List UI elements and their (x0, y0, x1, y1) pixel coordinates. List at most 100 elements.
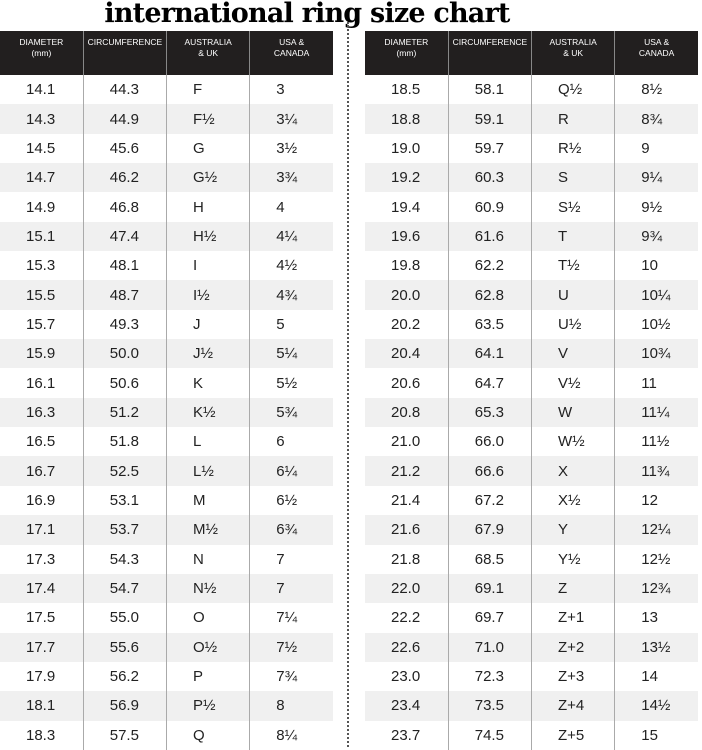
table-cell: M½ (165, 515, 250, 545)
table-cell: 20.6 (391, 374, 421, 392)
table-cell: 14.1 (26, 81, 56, 99)
table-cell: 53.7 (82, 515, 167, 545)
column-header: AUSTRALIA & UK (165, 31, 250, 75)
table-cell: 9½ (614, 192, 698, 222)
table-row: 17.4 54.7 N½ 7 (0, 573, 333, 604)
table-row: 23.4 73.5 Z+4 14½ (365, 691, 698, 721)
table-cell: 6 (249, 427, 333, 457)
table-cell: 14.3 (0, 104, 84, 134)
table-cell: 19.4 (391, 198, 421, 216)
table-cell: 12½ (614, 544, 698, 574)
table-row: 15.5 48.7 I½ 4¾ (0, 280, 333, 310)
table-cell: 72.3 (447, 661, 532, 692)
table-cell: 64.7 (447, 368, 532, 398)
table-cell: 17.5 (26, 609, 56, 627)
table-cell: 19.2 (365, 163, 449, 193)
table-cell: 9¾ (614, 221, 698, 252)
table-cell: 10¾ (614, 339, 698, 369)
table-cell: N (165, 544, 250, 574)
table-row: 17.9 56.2 P 7¾ (0, 661, 333, 692)
column-header: AUSTRALIA & UK (530, 31, 615, 75)
column-header: CIRCUMFERENCE (82, 31, 167, 75)
table-row: 18.1 56.9 P½ 8 (0, 691, 333, 721)
table-cell: Y½ (530, 544, 615, 574)
table-cell: 48.1 (82, 251, 167, 281)
table-row: 19.6 61.6 T 9¾ (365, 221, 698, 252)
table-cell: H½ (165, 221, 250, 252)
table-cell: L½ (165, 456, 250, 486)
table-cell: Z+1 (530, 603, 615, 633)
table-cell: 21.4 (391, 491, 421, 509)
table-cell: 7½ (249, 632, 333, 662)
table-cell: 9 (614, 133, 698, 164)
table-cell: U½ (530, 309, 615, 340)
table-cell: 54.3 (82, 544, 167, 574)
table-cell: 12¼ (614, 515, 698, 545)
table-cell: 66.0 (447, 427, 532, 457)
table-row: 17.5 55.0 O 7¼ (0, 603, 333, 633)
table-cell: 23.7 (391, 726, 421, 744)
table-row: 19.4 60.9 S½ 9½ (365, 192, 698, 222)
table-cell: 20.2 (391, 315, 421, 333)
table-cell: I (165, 251, 250, 281)
table-row: 18.5 58.1 Q½ 8½ (365, 75, 698, 105)
table-cell: 22.6 (365, 632, 449, 662)
table-cell: 59.1 (447, 104, 532, 134)
table-cell: Z+4 (530, 691, 615, 721)
table-cell: T (530, 221, 615, 252)
table-row: 14.9 46.8 H 4 (0, 192, 333, 222)
header-row: DIAMETER (mm) CIRCUMFERENCE AUSTRALIA & UK US… (0, 31, 333, 75)
table-row: 14.7 46.2 G½ 3¾ (0, 163, 333, 193)
dotted-divider (347, 22, 349, 747)
column-header: USA & CANADA (614, 31, 698, 75)
ring-size-table-right: DIAMETER (mm) CIRCUMFERENCE AUSTRALIA & UK US… (365, 31, 698, 750)
ring-size-table-left: DIAMETER (mm) CIRCUMFERENCE AUSTRALIA & UK US… (0, 31, 333, 750)
table-cell: W½ (530, 427, 615, 457)
table-cell: 3½ (249, 133, 333, 164)
table-cell: Z+3 (530, 661, 615, 692)
table-cell: 4¾ (249, 280, 333, 310)
table-cell: 64.1 (447, 339, 532, 369)
table-row: 20.8 65.3 W 11¼ (365, 397, 698, 428)
table-row: 14.1 44.3 F 3 (0, 75, 333, 105)
table-cell: G (165, 133, 250, 164)
table-row: 23.0 72.3 Z+3 14 (365, 661, 698, 692)
table-cell: 15 (614, 720, 698, 750)
table-cell: 3¼ (249, 104, 333, 134)
table-cell: 21.0 (391, 433, 421, 451)
table-cell: 10¼ (614, 280, 698, 310)
table-cell: V½ (530, 368, 615, 398)
table-cell: 18.5 (391, 81, 421, 99)
table-cell: 60.3 (447, 163, 532, 193)
table-cell: P (165, 661, 250, 692)
table-cell: 49.3 (82, 309, 167, 340)
table-cell: 6¼ (249, 456, 333, 486)
chart-title: international ring size chart (104, 0, 510, 29)
table-cell: 14½ (614, 691, 698, 721)
column-header: USA & CANADA (249, 31, 333, 75)
table-cell: Z+5 (530, 720, 615, 750)
table-cell: H (165, 192, 250, 222)
table-cell: 21.6 (365, 515, 449, 545)
table-cell: 16.5 (26, 433, 56, 451)
table-row: 21.4 67.2 X½ 12 (365, 485, 698, 516)
table-cell: 61.6 (447, 221, 532, 252)
table-cell: 16.7 (0, 456, 84, 486)
table-cell: 46.8 (82, 192, 167, 222)
table-row: 16.5 51.8 L 6 (0, 427, 333, 457)
table-cell: 67.9 (447, 515, 532, 545)
table-cell: Z (530, 573, 615, 604)
table-cell: 23.4 (365, 691, 449, 721)
table-row: 21.8 68.5 Y½ 12½ (365, 544, 698, 574)
table-cell: 19.8 (391, 257, 421, 275)
table-cell: 8¼ (249, 720, 333, 750)
table-cell: 51.8 (82, 427, 167, 457)
table-cell: 21.2 (365, 456, 449, 486)
table-row: 20.6 64.7 V½ 11 (365, 368, 698, 398)
table-cell: F (165, 75, 250, 105)
table-cell: 20.4 (365, 339, 449, 369)
table-cell: 58.1 (447, 75, 532, 105)
table-cell: 7 (249, 544, 333, 574)
table-cell: X (530, 456, 615, 486)
table-cell: 5 (249, 309, 333, 340)
